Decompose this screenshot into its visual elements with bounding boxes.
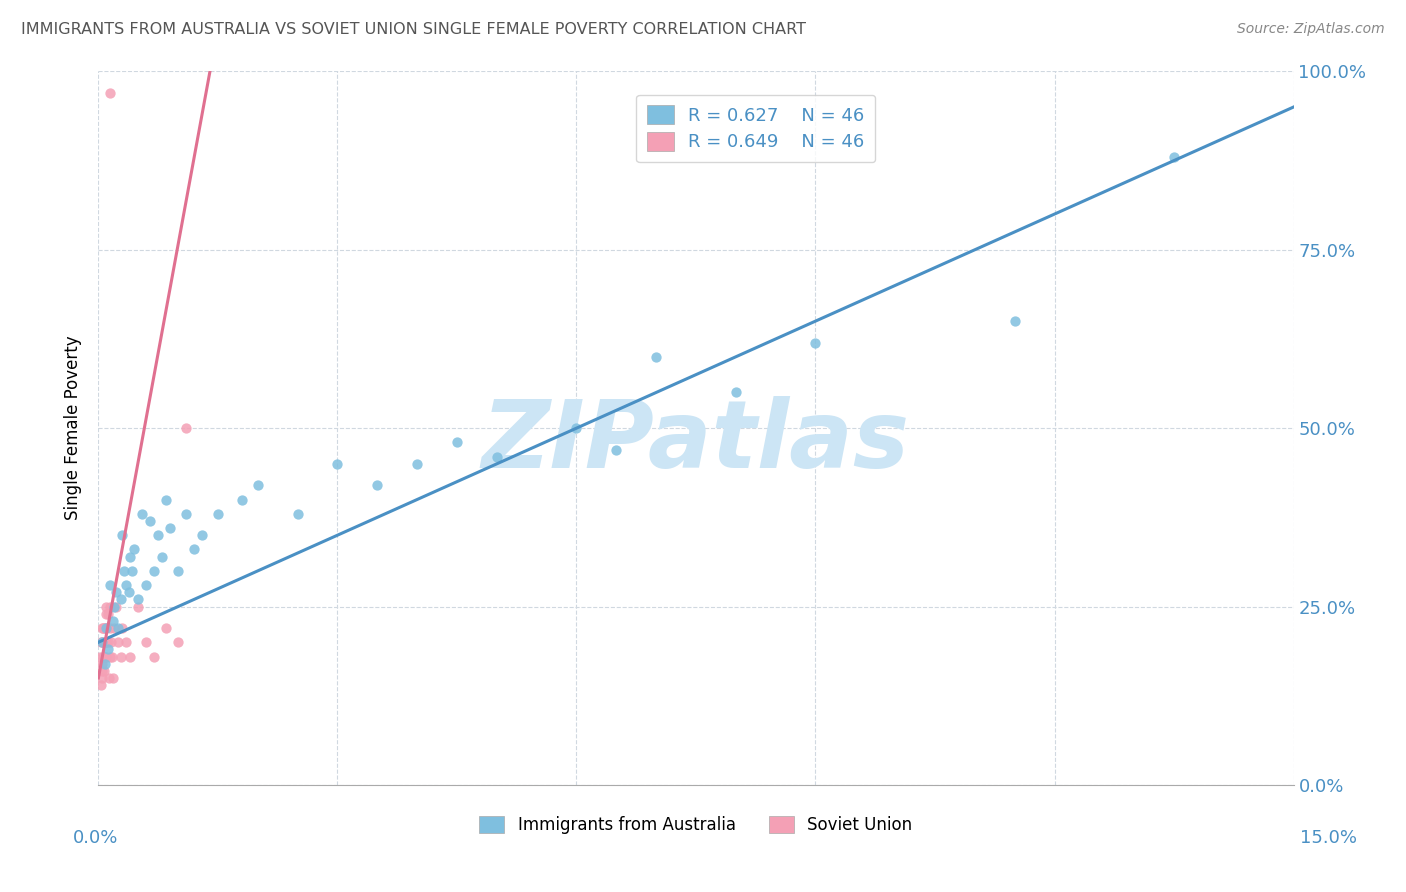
Point <box>1004 314 1026 328</box>
Point <box>287 507 309 521</box>
Point <box>110 592 132 607</box>
Point <box>605 442 627 457</box>
Point <box>115 578 138 592</box>
Point <box>143 649 166 664</box>
Legend: Immigrants from Australia, Soviet Union: Immigrants from Australia, Soviet Union <box>472 809 920 841</box>
Point <box>101 671 124 685</box>
Point <box>174 507 197 521</box>
Point <box>94 649 117 664</box>
Point <box>96 621 118 635</box>
Text: ZIPatlas: ZIPatlas <box>482 396 910 489</box>
Point <box>91 635 114 649</box>
Point <box>94 635 117 649</box>
Point <box>103 621 125 635</box>
Point <box>97 635 120 649</box>
Point <box>118 585 141 599</box>
Point <box>111 621 134 635</box>
Point <box>93 621 115 635</box>
Point <box>90 678 112 692</box>
Point <box>107 621 129 635</box>
Point <box>104 585 127 599</box>
Point <box>139 514 162 528</box>
Point <box>101 614 124 628</box>
Point <box>150 549 173 564</box>
Point <box>97 642 120 657</box>
Point <box>94 621 117 635</box>
Point <box>96 649 118 664</box>
Point <box>115 635 138 649</box>
Point <box>91 621 114 635</box>
Point <box>98 578 122 592</box>
Point <box>103 599 125 614</box>
Point <box>485 450 508 464</box>
Point <box>135 578 157 592</box>
Point <box>96 635 118 649</box>
Point <box>107 635 129 649</box>
Point <box>131 507 153 521</box>
Point <box>104 599 127 614</box>
Point <box>110 649 132 664</box>
Point <box>93 649 115 664</box>
Point <box>98 649 122 664</box>
Point <box>127 599 149 614</box>
Point <box>446 435 468 450</box>
Point <box>804 335 827 350</box>
Y-axis label: Single Female Poverty: Single Female Poverty <box>65 336 83 520</box>
Text: Source: ZipAtlas.com: Source: ZipAtlas.com <box>1237 22 1385 37</box>
Point <box>565 421 588 435</box>
Point <box>159 521 181 535</box>
Point <box>90 635 112 649</box>
Point <box>100 635 122 649</box>
Point <box>124 542 146 557</box>
Point <box>91 671 114 685</box>
Point <box>191 528 214 542</box>
Point <box>183 542 205 557</box>
Point <box>90 664 112 678</box>
Point <box>174 421 197 435</box>
Point <box>91 635 114 649</box>
Point <box>96 599 118 614</box>
Point <box>91 635 114 649</box>
Point <box>120 549 142 564</box>
Point <box>91 657 114 671</box>
Point <box>89 649 111 664</box>
Point <box>645 350 668 364</box>
Point <box>93 664 115 678</box>
Point <box>135 635 157 649</box>
Point <box>724 385 747 400</box>
Point <box>94 635 117 649</box>
Point <box>121 564 143 578</box>
Point <box>94 657 117 671</box>
Text: 15.0%: 15.0% <box>1301 829 1357 847</box>
Point <box>127 592 149 607</box>
Point <box>326 457 349 471</box>
Point <box>120 649 142 664</box>
Point <box>155 492 177 507</box>
Point <box>231 492 253 507</box>
Point <box>101 649 124 664</box>
Text: IMMIGRANTS FROM AUSTRALIA VS SOVIET UNION SINGLE FEMALE POVERTY CORRELATION CHAR: IMMIGRANTS FROM AUSTRALIA VS SOVIET UNIO… <box>21 22 806 37</box>
Point <box>155 621 177 635</box>
Point <box>366 478 388 492</box>
Point <box>94 607 117 621</box>
Point <box>167 635 190 649</box>
Point <box>1163 150 1185 164</box>
Point <box>246 478 269 492</box>
Point <box>91 649 114 664</box>
Point <box>96 621 118 635</box>
Point <box>97 607 120 621</box>
Point <box>112 564 135 578</box>
Point <box>167 564 190 578</box>
Point <box>111 528 134 542</box>
Point <box>98 621 121 635</box>
Text: 0.0%: 0.0% <box>73 829 118 847</box>
Point <box>207 507 229 521</box>
Point <box>98 86 122 100</box>
Point <box>143 564 166 578</box>
Point <box>90 621 112 635</box>
Point <box>97 671 120 685</box>
Point <box>406 457 429 471</box>
Point <box>148 528 170 542</box>
Point <box>98 599 122 614</box>
